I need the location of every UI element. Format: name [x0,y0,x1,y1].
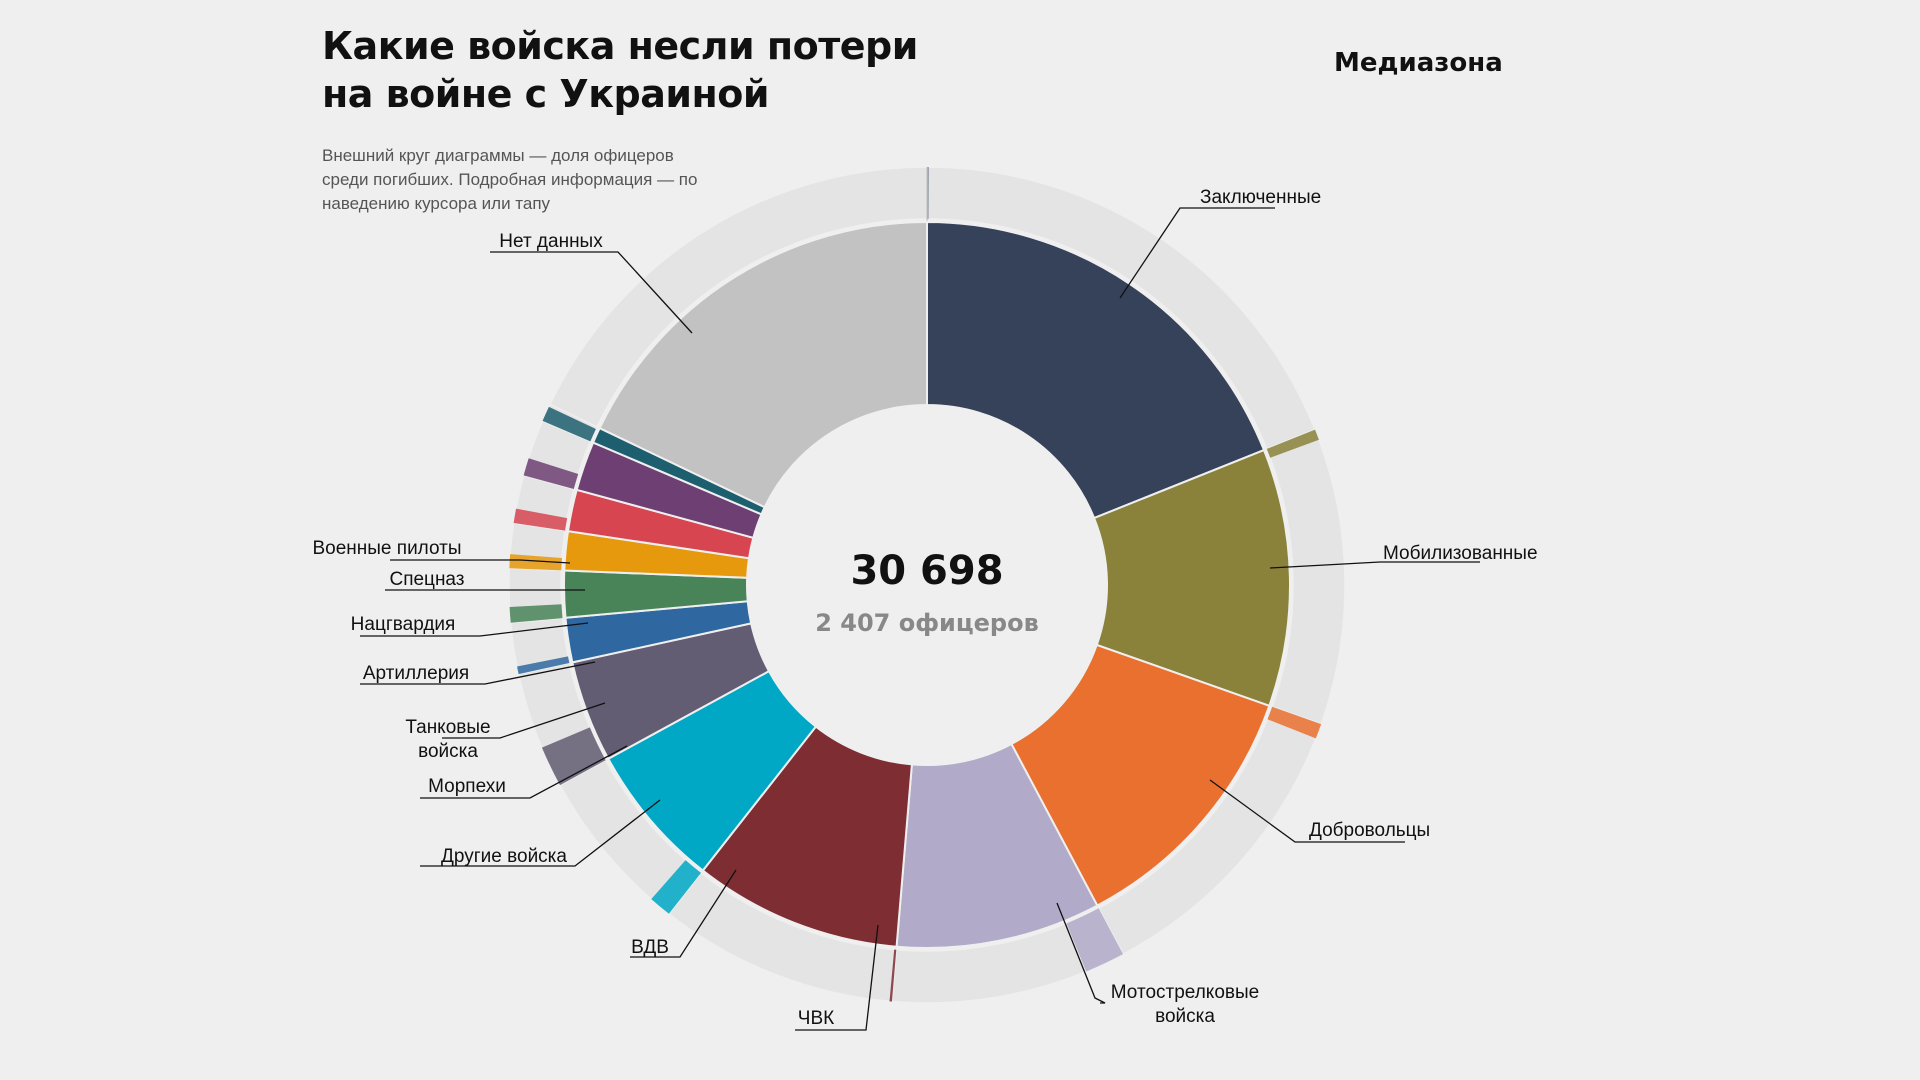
label-мотострелковые-войска: Мотострелковые [1111,982,1259,1003]
label-другие-войска: Другие войска [441,846,567,867]
officer-slice-другие-войска[interactable] [541,727,606,786]
leader-морпехи [420,745,628,799]
officer-slice-добровольцы[interactable] [1267,706,1322,739]
leader-мобилизованные [1269,561,1480,569]
label-мотострелковые-войска: войска [1155,1006,1215,1027]
brand-logo[interactable]: Медиазона [1334,48,1503,78]
leader-нет-данных [490,251,693,334]
label-заключенные: Заключенные [1200,187,1321,208]
donut-hole [747,405,1107,765]
label-нет-данных: Нет данных [499,231,603,252]
leader-чвк [795,924,879,1031]
leader-добровольцы [1209,779,1405,843]
officer-slice-нацгвардия[interactable] [513,508,568,531]
officer-slice-спецназ[interactable] [523,458,579,490]
center-total: 30 698 [850,548,1003,594]
officer-slice-артиллерия[interactable] [509,554,562,571]
chart-title: Какие войска несли потери на войне с Укр… [322,24,918,116]
leader-вдв [630,869,737,958]
label-добровольцы: Добровольцы [1309,820,1430,841]
leader-танковые-войска [442,702,606,739]
leader-другие-войска [420,799,661,867]
label-мобилизованные: Мобилизованные [1383,543,1538,564]
leader-артиллерия [360,661,596,685]
label-танковые-войска: Танковые [405,717,490,738]
leader-lines [360,207,1480,1031]
leader-военные-пилоты [390,559,571,564]
officer-slice-мобилизованные[interactable] [1266,429,1319,458]
leader-мотострелковые-войска [1056,902,1106,1004]
chart-subtitle: Внешний круг диаграммы — доля офицеров с… [322,146,698,213]
officer-slice-танковые-войска[interactable] [509,604,563,623]
slice-заключенные[interactable] [926,220,1266,520]
officer-slice-мотострелковые-войска[interactable] [1066,908,1124,972]
officer-ring [508,166,1346,1004]
label-вдв: ВДВ [631,937,669,958]
label-морпехи: Морпехи [428,776,506,797]
label-артиллерия: Артиллерия [363,663,469,684]
soldier-ring [563,220,1292,949]
officer-slice-чвк[interactable] [889,949,897,1002]
label-спецназ: Спецназ [389,569,464,590]
officer-slice-вдв[interactable] [651,860,702,914]
label-танковые-войска: войска [418,741,478,762]
officer-slice-военные-пилоты[interactable] [542,406,596,442]
slice-labels: Заключенные Мобилизованные Добровольцы Мото… [312,187,1537,1029]
label-нацгвардия: Нацгвардия [351,614,456,635]
leader-нацгвардия [360,622,589,637]
leader-заключенные [1119,207,1275,299]
center-officers: 2 407 офицеров [815,609,1039,637]
officer-slice-морпехи[interactable] [517,656,570,675]
label-чвк: ЧВК [798,1008,834,1029]
label-военные-пилоты: Военные пилоты [312,538,461,559]
